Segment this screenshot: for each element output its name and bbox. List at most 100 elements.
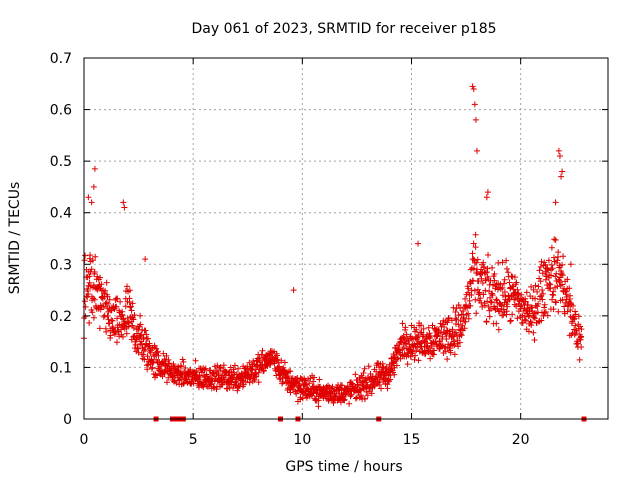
data-point [522,295,529,302]
data-point [163,352,170,359]
data-point [449,326,456,333]
data-point [483,194,490,201]
data-point [552,298,559,305]
data-point [556,152,563,159]
data-point [474,147,480,154]
data-point [236,383,243,390]
x-tick-label: 15 [403,432,421,448]
data-point [501,280,507,287]
data-point [457,305,464,312]
data-point [138,331,145,338]
data-point [523,289,530,296]
data-point [135,349,142,356]
data-point [202,365,209,372]
data-point [89,257,96,264]
data-point [359,374,366,381]
data-point [418,322,425,329]
data-point [103,328,110,335]
data-point [471,101,478,108]
data-point [104,293,111,300]
data-point [231,362,238,369]
data-point [491,271,498,278]
data-point [393,362,400,369]
data-point [274,356,281,363]
data-point [98,281,105,288]
data-point [276,363,283,370]
data-point [489,292,496,299]
data-point [316,376,323,383]
data-point [105,300,112,307]
data-point [488,298,495,305]
data-point [482,287,489,294]
data-point [130,316,137,323]
data-point [493,296,500,303]
data-point [489,264,496,271]
data-point [132,341,139,348]
data-point [315,403,322,410]
data-point [480,259,487,266]
data-point [445,315,452,322]
data-point [508,273,515,280]
data-point [149,364,156,371]
axis-ticks [83,57,608,420]
data-point [467,302,474,309]
data-point [472,296,479,303]
data-point [542,261,549,268]
data-point [480,264,487,271]
data-point [513,279,520,286]
data-point [126,287,133,294]
data-point [137,312,144,319]
data-point [511,274,518,281]
data-point [109,317,116,324]
data-point [400,344,407,351]
data-point [242,378,249,385]
data-point [91,269,98,276]
data-point [403,331,410,338]
data-point [404,361,411,368]
data-point [484,189,491,196]
data-point [97,306,104,313]
data-point [472,116,479,123]
data-point [225,369,232,376]
data-point [90,314,97,321]
data-point [400,333,407,340]
data-point [541,301,548,308]
data-point [465,315,472,322]
data-point [402,324,409,331]
data-point [522,317,529,324]
y-tick-label: 0.4 [50,206,72,222]
data-point [415,357,422,364]
data-point [368,390,375,397]
data-point [455,321,462,328]
data-point [552,237,559,244]
data-point [535,283,542,290]
y-tick-labels: 0 0.1 0.2 0.3 0.4 0.5 0.6 0.7 [50,51,72,428]
data-point [155,352,162,359]
data-point [468,287,475,294]
data-point [152,371,159,378]
data-point [239,377,246,384]
data-point [505,269,512,276]
data-point [244,363,251,370]
data-point [550,288,557,295]
data-point [549,265,556,272]
x-tick-label: 0 [80,432,89,448]
data-point [444,356,451,363]
data-point [499,259,506,266]
data-point [554,283,561,290]
data-point [180,380,187,387]
data-point [153,372,160,379]
data-point [371,383,378,390]
data-point [532,282,539,289]
data-point [128,307,135,314]
data-point [478,275,485,282]
data-point [479,303,486,310]
data-point [114,315,121,322]
data-point [530,329,537,336]
data-point [480,291,487,298]
data-point [120,199,127,206]
data-point [124,283,131,290]
data-point [530,286,537,293]
data-point [253,373,260,380]
data-point [255,379,262,386]
